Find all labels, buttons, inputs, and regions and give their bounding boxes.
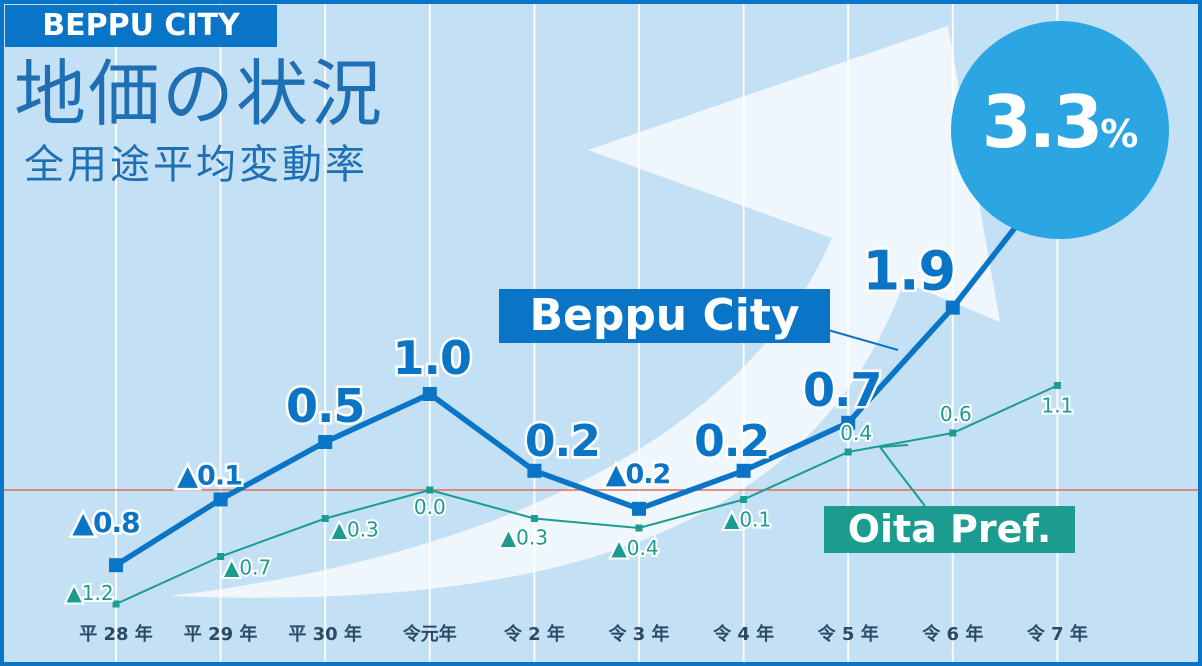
- oita-point: [635, 524, 643, 532]
- oita-series: [112, 382, 1061, 608]
- beppu-point: [213, 492, 228, 507]
- beppu-value-label: ▲0.8: [72, 506, 139, 539]
- oita-point: [530, 515, 538, 522]
- oita-point: [949, 429, 957, 437]
- beppu-value-label: 0.2: [525, 416, 600, 467]
- oita-point: [217, 553, 225, 560]
- beppu-point: [736, 463, 751, 478]
- oita-value-label: ▲0.4: [611, 536, 658, 560]
- x-axis-label: 令元年: [402, 623, 457, 645]
- x-axis-label: 令 7 年: [1026, 623, 1088, 645]
- oita-value-label: ▲1.2: [66, 581, 113, 605]
- oita-value-label: ▲0.3: [332, 518, 379, 542]
- oita-value-label: 1.1: [1041, 394, 1073, 418]
- oita-value-labels: ▲1.2 ▲0.7 ▲0.3 0.0 ▲0.3 ▲0.4 ▲0.1 0.4 0.6 1.1: [64, 392, 1075, 608]
- oita-value-label: 0.4: [840, 421, 872, 445]
- beppu-point: [632, 501, 646, 516]
- beppu-point: [841, 415, 856, 430]
- beppu-value-labels: ▲0.8▲0.10.51.00.2▲0.20.20.71.9: [70, 237, 959, 542]
- x-axis-label: 令 2 年: [503, 623, 565, 645]
- beppu-value-label: ▲0.2: [606, 459, 671, 490]
- x-axis-label: 令 6 年: [921, 623, 983, 645]
- oita-value-label: 0.6: [940, 402, 972, 426]
- oita-value-label: ▲0.3: [501, 526, 548, 550]
- page-subtitle: 全用途平均変動率: [24, 142, 368, 188]
- oita-point: [321, 515, 329, 522]
- oita-point: [112, 600, 120, 608]
- highlight-number: 3.3: [981, 80, 1104, 164]
- oita-point: [426, 486, 434, 494]
- oita-line: [115, 384, 1058, 605]
- x-axis-label: 平 28 年: [79, 623, 153, 645]
- oita-point: [1053, 382, 1061, 389]
- legend-beppu-city: Beppu City: [499, 289, 830, 343]
- beppu-leader-line: [827, 329, 899, 351]
- beppu-value-label: ▲0.1: [177, 460, 242, 491]
- beppu-value-label: 0.2: [694, 416, 769, 467]
- beppu-value-label: 0.7: [803, 363, 882, 417]
- beppu-value-label: 1.0: [393, 331, 472, 385]
- x-axis-labels: 平 28 年 平 29 年 平 30 年 令元年 令 2 年 令 3 年 令 4 年 令 5 …: [79, 623, 1088, 645]
- beppu-point: [422, 387, 437, 401]
- beppu-point: [109, 558, 123, 573]
- highlight-circle: [951, 21, 1169, 239]
- beppu-value-label: 1.9: [862, 240, 955, 303]
- x-axis-label: 平 30 年: [288, 623, 362, 645]
- page-title: 地価の状況: [14, 52, 385, 136]
- beppu-point: [527, 463, 542, 478]
- highlight-value: 3.3%: [951, 80, 1169, 164]
- x-axis-label: 令 3 年: [607, 623, 669, 645]
- beppu-value-label: 0.5: [286, 379, 365, 433]
- oita-leader-line: [894, 466, 926, 507]
- oita-point: [740, 496, 748, 503]
- city-badge: BEPPU CITY: [5, 5, 277, 47]
- beppu-point: [945, 300, 960, 315]
- beppu-point: [318, 435, 333, 449]
- oita-point: [844, 448, 852, 456]
- growth-arrow: [170, 26, 1000, 598]
- beppu-line: [114, 171, 1060, 568]
- x-axis-label: 令 4 年: [712, 623, 774, 645]
- legend-oita-pref: Oita Pref.: [824, 506, 1075, 553]
- oita-value-label: ▲0.7: [224, 556, 271, 580]
- oita-value-label: 0.0: [414, 495, 446, 519]
- oita-value-label: ▲0.1: [724, 508, 771, 532]
- x-axis-label: 平 29 年: [184, 623, 258, 645]
- x-axis-label: 令 5 年: [817, 623, 879, 645]
- highlight-unit: %: [1100, 112, 1139, 156]
